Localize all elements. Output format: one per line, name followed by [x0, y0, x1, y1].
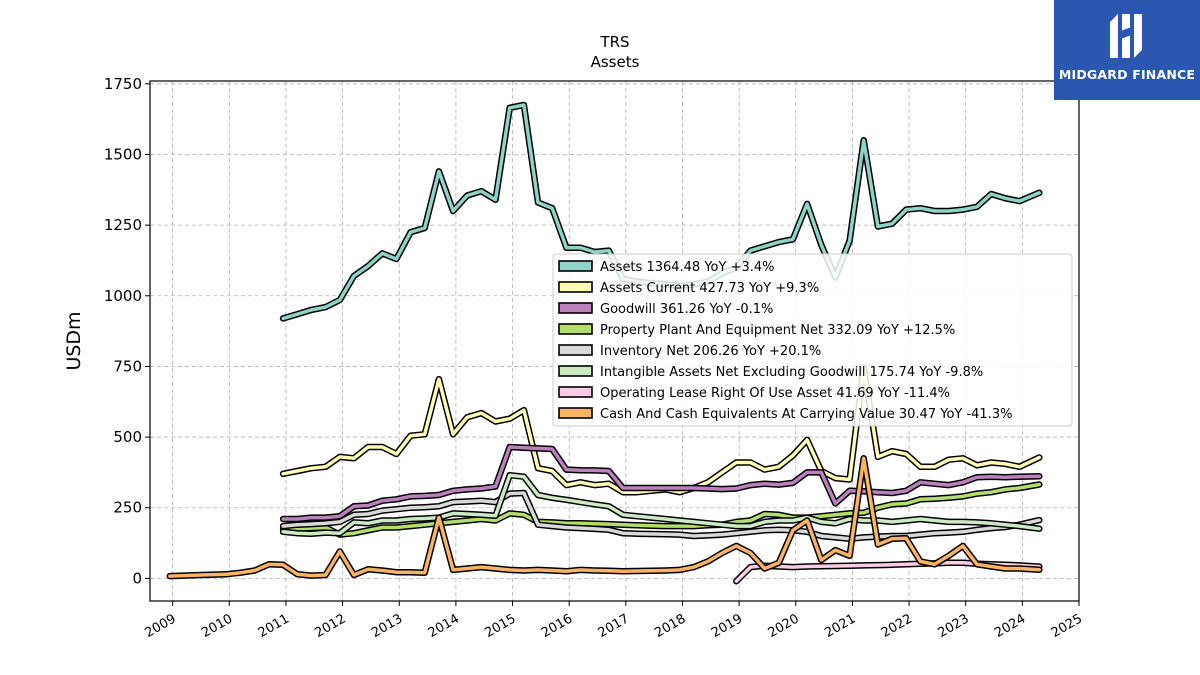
x-tick-label: 2013 — [369, 611, 405, 641]
series-line-goodwill — [281, 445, 1042, 521]
x-tick-label: 2009 — [142, 611, 178, 641]
y-tick-label: 1750 — [104, 75, 142, 93]
legend-box — [552, 253, 1073, 427]
legend-swatch — [558, 386, 593, 398]
x-tick-label: 2015 — [482, 611, 518, 641]
x-tick-label: 2025 — [1049, 611, 1085, 641]
legend-label: Inventory Net 206.26 YoY +20.1% — [600, 344, 821, 359]
legend-swatch — [558, 407, 593, 419]
y-tick-label: 1500 — [104, 145, 142, 163]
x-tick-label: 2017 — [596, 611, 632, 641]
x-tick-label: 2011 — [256, 611, 292, 641]
x-tick-label: 2020 — [766, 611, 802, 641]
series-line-property-plant-and-equipment-net — [281, 482, 1042, 537]
x-tick-label: 2018 — [652, 611, 688, 641]
legend-swatch — [558, 281, 593, 293]
x-tick-label: 2024 — [992, 611, 1028, 641]
y-tick-label: 250 — [113, 499, 142, 517]
legend-swatch — [558, 260, 593, 272]
midgard-logo-icon — [1110, 14, 1142, 58]
x-tick-label: 2023 — [936, 611, 972, 641]
brand-name: MIDGARD FINANCE — [1058, 67, 1196, 82]
brand-logo: MIDGARD FINANCE — [1054, 0, 1200, 100]
y-tick-label: 500 — [113, 428, 142, 446]
x-tick-label: 2012 — [312, 611, 348, 641]
legend-swatch — [558, 344, 593, 356]
legend-label: Assets 1364.48 YoY +3.4% — [600, 260, 775, 275]
x-axis: 2009 2010 2011 2012 2013 2014 2015 2016 2017 2018… — [142, 601, 1085, 641]
y-tick-label: 750 — [113, 357, 142, 375]
y-tick-label: 0 — [132, 569, 142, 587]
x-tick-label: 2014 — [426, 611, 462, 641]
y-axis-label: USDm — [63, 311, 85, 370]
y-tick-label: 1250 — [104, 216, 142, 234]
y-axis: 0 250 500 750 1000 1250 1500 1750 — [104, 75, 150, 587]
legend-swatch — [558, 323, 593, 335]
chart-subtitle: Assets — [591, 53, 640, 71]
chart-title: TRS — [599, 33, 629, 51]
series-line-cash-and-cash-equivalents-at-carrying-value — [168, 456, 1042, 578]
x-tick-label: 2010 — [199, 611, 235, 641]
legend-label: Cash And Cash Equivalents At Carrying Va… — [600, 407, 1012, 422]
y-tick-label: 1000 — [104, 287, 142, 305]
series-line-inventory-net — [281, 491, 1042, 541]
legend: Assets 1364.48 YoY +3.4% Assets Current 4… — [552, 253, 1073, 427]
x-tick-label: 2021 — [822, 611, 858, 641]
series-line-intangible-assets-net-excluding-goodwill — [281, 473, 1042, 536]
series-layer — [166, 101, 1043, 585]
legend-label: Assets Current 427.73 YoY +9.3% — [600, 281, 819, 296]
plot-frame — [149, 80, 1080, 602]
x-tick-label: 2022 — [879, 611, 915, 641]
legend-label: Operating Lease Right Of Use Asset 41.69… — [600, 386, 950, 401]
legend-label: Intangible Assets Net Excluding Goodwill… — [600, 365, 983, 380]
x-tick-label: 2016 — [539, 611, 575, 641]
legend-swatch — [558, 365, 593, 377]
x-tick-label: 2019 — [709, 611, 745, 641]
legend-label: Property Plant And Equipment Net 332.09 … — [600, 323, 955, 338]
legend-label: Goodwill 361.26 YoY -0.1% — [600, 302, 773, 317]
legend-swatch — [558, 302, 593, 314]
